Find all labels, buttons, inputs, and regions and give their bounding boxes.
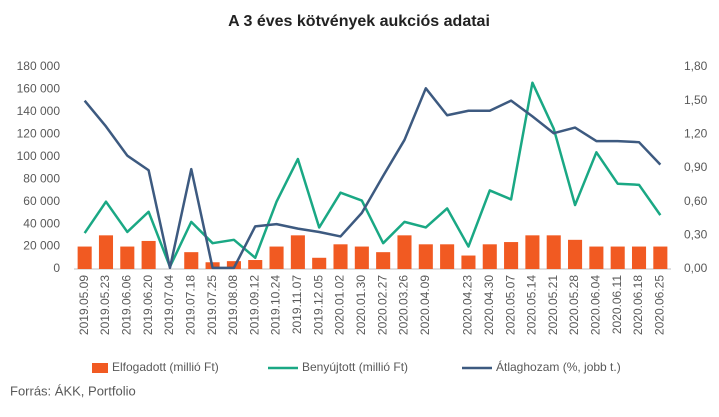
chart-title: A 3 éves kötvények aukciós adatai: [228, 13, 490, 30]
x-tick-label: 2020.06.25: [653, 275, 667, 335]
bar: [248, 260, 263, 269]
bar: [354, 246, 369, 269]
legend-label: Elfogadott (millió Ft): [112, 360, 219, 374]
y2-tick-label: 1,50: [684, 93, 708, 107]
bar: [610, 246, 625, 269]
y2-tick-label: 0,30: [684, 228, 708, 242]
line: [83, 81, 662, 269]
bar: [440, 244, 455, 269]
y2-tick-label: 1,80: [684, 59, 708, 73]
bar: [546, 235, 561, 269]
y-tick-label: 100 000: [17, 149, 61, 163]
y2-tick-label: 0,90: [684, 160, 708, 174]
bar: [77, 246, 92, 269]
x-tick-label: 2020.06.04: [589, 275, 603, 335]
y2-tick-label: 1,20: [684, 127, 708, 141]
x-tick-label: 2020.05.14: [525, 275, 539, 335]
y-tick-label: 0: [53, 261, 60, 275]
x-tick-label: 2020.04.09: [418, 275, 432, 335]
bar: [226, 261, 241, 269]
legend-label: Átlaghozam (%, jobb t.): [496, 359, 621, 374]
bar: [98, 235, 114, 269]
x-tick-label: 2019.07.04: [162, 275, 176, 335]
bar: [141, 240, 156, 269]
bar: [397, 235, 412, 269]
y2-tick-label: 0,00: [684, 261, 708, 275]
legend-swatch: [92, 363, 108, 373]
y-tick-label: 160 000: [17, 82, 61, 96]
bar: [269, 246, 284, 269]
x-tick-label: 2020.03.26: [397, 275, 411, 335]
x-tick-label: 2020.06.18: [631, 275, 645, 335]
x-tick-label: 2019.05.09: [77, 275, 91, 335]
line: [83, 87, 662, 270]
x-tick-label: 2020.02.27: [375, 275, 389, 335]
bar: [376, 252, 391, 269]
x-tick-label: 2020.05.21: [546, 275, 560, 335]
x-tick-label: 2020.01.02: [333, 275, 347, 335]
x-tick-label: 2019.12.05: [311, 275, 325, 335]
y-tick-label: 80 000: [23, 171, 60, 185]
bar: [482, 244, 497, 269]
x-tick-label: 2019.11.07: [290, 275, 304, 334]
y-tick-label: 120 000: [17, 127, 61, 141]
y2-tick-label: 0,60: [684, 194, 708, 208]
x-tick-label: 2019.08.08: [226, 275, 240, 335]
source: Forrás: ÁKK, Portfolio: [10, 383, 136, 398]
bar: [184, 252, 199, 269]
bar: [333, 244, 348, 269]
x-tick-label: 2019.09.12: [247, 275, 261, 335]
x-tick-label: 2020.06.11: [610, 275, 624, 334]
x-tick-label: 2019.06.20: [141, 275, 155, 335]
x-tick-label: 2019.05.23: [98, 275, 112, 335]
x-tick-label: 2019.07.25: [205, 275, 219, 335]
legend-label: Benyújtott (millió Ft): [302, 360, 408, 374]
bar: [290, 235, 305, 269]
bar: [525, 235, 540, 269]
x-tick-label: 2020.04.30: [482, 275, 496, 335]
x-tick-label: 2020.04.23: [461, 275, 475, 335]
x-tick-label: 2019.06.06: [119, 275, 133, 335]
bar: [568, 239, 583, 269]
bar: [589, 246, 604, 269]
y-tick-label: 20 000: [23, 239, 60, 253]
x-tick-label: 2019.07.18: [183, 275, 197, 335]
bar: [418, 244, 433, 269]
bar: [504, 242, 519, 269]
y-tick-label: 40 000: [23, 216, 60, 230]
bar: [120, 246, 135, 269]
bar: [312, 257, 327, 269]
x-tick-label: 2019.10.24: [269, 275, 283, 335]
y-tick-label: 140 000: [17, 104, 61, 118]
x-tick-label: 2020.05.07: [503, 275, 517, 335]
bar: [461, 255, 476, 269]
y-tick-label: 180 000: [17, 59, 61, 73]
bar: [653, 246, 668, 269]
x-tick-label: 2020.01.30: [354, 275, 368, 335]
y-tick-label: 60 000: [23, 194, 60, 208]
x-tick-label: 2020.05.28: [567, 275, 581, 335]
bar: [631, 246, 647, 269]
